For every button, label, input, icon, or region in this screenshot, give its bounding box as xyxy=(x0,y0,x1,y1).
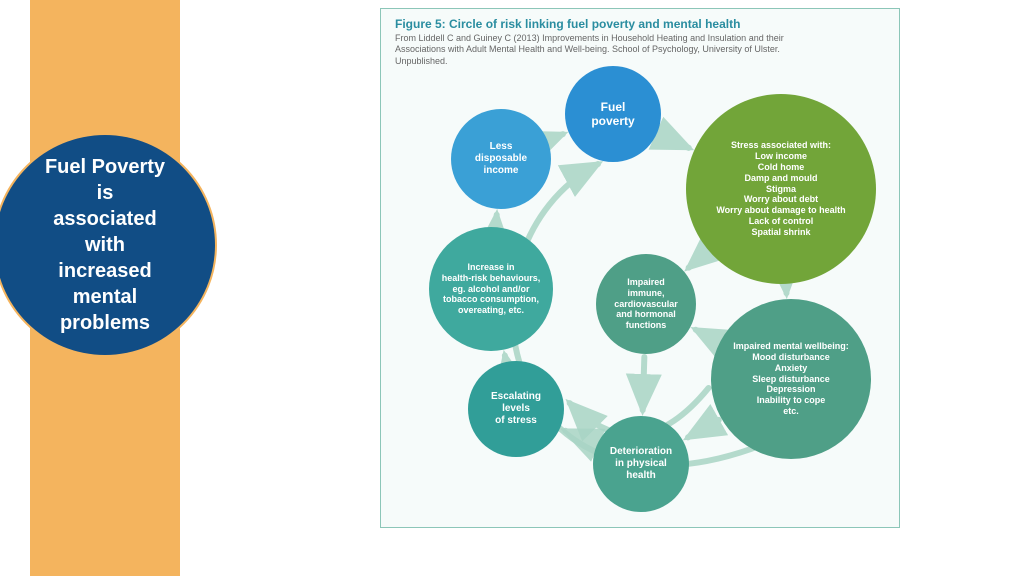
figure-caption: From Liddell C and Guiney C (2013) Impro… xyxy=(395,33,815,67)
figure-title: Figure 5: Circle of risk linking fuel po… xyxy=(395,17,740,31)
node-deter: Deterioration in physical health xyxy=(593,416,689,512)
node-mental: Impaired mental wellbeing: Mood disturba… xyxy=(711,299,871,459)
node-stress: Stress associated with: Low income Cold … xyxy=(686,94,876,284)
node-escal: Escalating levels of stress xyxy=(468,361,564,457)
figure-panel: Figure 5: Circle of risk linking fuel po… xyxy=(380,8,900,528)
callout-circle: Fuel Poverty is associated with increase… xyxy=(0,135,215,355)
node-fuel: Fuel poverty xyxy=(565,66,661,162)
node-immune: Impaired immune, cardiovascular and horm… xyxy=(596,254,696,354)
callout-text: Fuel Poverty is associated with increase… xyxy=(45,154,165,336)
node-risk: Increase in health-risk behaviours, eg. … xyxy=(429,227,553,351)
node-less: Less disposable income xyxy=(451,109,551,209)
